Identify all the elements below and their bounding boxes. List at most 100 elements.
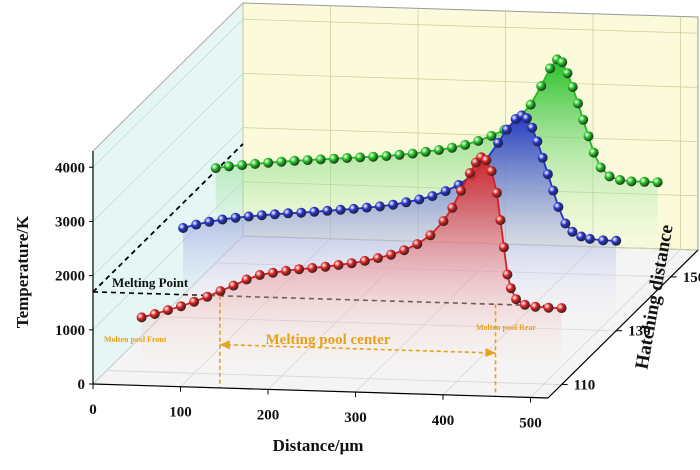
data-point	[525, 99, 536, 110]
data-point	[230, 212, 241, 223]
data-point	[460, 139, 471, 150]
data-point	[407, 148, 418, 159]
data-point	[511, 294, 522, 305]
data-point	[401, 197, 412, 208]
data-point	[361, 202, 372, 213]
x-tick-label: 500	[519, 415, 542, 431]
x-axis-title: Distance/μm	[273, 436, 364, 455]
grid-line	[242, 73, 699, 88]
grid-line	[242, 18, 699, 34]
grid-line	[242, 127, 699, 143]
data-point	[333, 260, 344, 270]
data-point	[532, 136, 543, 147]
data-point	[427, 191, 438, 202]
data-point	[412, 239, 423, 250]
data-point	[394, 149, 405, 160]
data-point	[228, 280, 239, 291]
data-point	[307, 263, 318, 273]
data-point	[493, 137, 504, 148]
data-point	[296, 207, 307, 218]
data-point	[237, 160, 247, 171]
data-point	[521, 113, 532, 124]
data-point	[263, 157, 274, 168]
data-point	[250, 158, 261, 169]
data-point	[456, 185, 466, 196]
series-110	[136, 152, 567, 385]
data-point	[348, 203, 359, 214]
data-point	[491, 187, 502, 198]
y-axis-title: Temperature/K	[13, 215, 32, 328]
data-point	[486, 166, 497, 177]
data-point	[267, 267, 278, 278]
data-point	[254, 270, 265, 280]
data-point	[560, 218, 571, 229]
x-tick-label: 200	[257, 407, 280, 423]
data-point	[576, 231, 587, 242]
data-point	[473, 135, 484, 146]
data-point	[346, 258, 357, 269]
x-tick-label: 0	[89, 402, 97, 418]
pool-center-arrow	[219, 343, 496, 354]
z-tick-label: 110	[574, 378, 596, 394]
data-point	[567, 226, 578, 237]
data-point	[176, 301, 186, 312]
data-point	[578, 114, 589, 125]
data-point	[567, 82, 578, 92]
data-point	[519, 299, 530, 310]
data-point	[505, 283, 516, 294]
data-point	[136, 312, 147, 323]
molten-pool-rear-label: Molten pool Rear	[476, 323, 536, 332]
data-point	[202, 291, 213, 302]
data-point	[223, 161, 234, 172]
data-point	[335, 204, 346, 215]
data-point	[498, 242, 509, 253]
arrowhead-left	[219, 340, 230, 350]
data-point	[557, 57, 568, 68]
data-point	[611, 235, 622, 246]
data-point	[626, 176, 637, 187]
data-point	[527, 122, 538, 133]
data-point	[542, 169, 553, 180]
data-point	[281, 265, 291, 276]
melting-point-label: Melting Point	[112, 275, 189, 290]
data-point	[486, 130, 497, 141]
data-point	[381, 151, 392, 161]
data-point	[309, 206, 320, 217]
data-point	[269, 209, 280, 220]
data-point	[562, 68, 573, 79]
data-point	[425, 230, 436, 241]
data-point	[386, 249, 396, 260]
data-point	[598, 235, 609, 246]
data-point	[652, 177, 663, 188]
data-point	[189, 296, 200, 307]
y-tick-label: 2000	[55, 269, 85, 285]
y-tick-label: 1000	[55, 323, 85, 339]
data-point	[320, 261, 331, 272]
data-point	[215, 286, 226, 297]
data-point	[604, 171, 615, 182]
grid-line	[92, 18, 244, 168]
data-point	[595, 162, 606, 173]
data-point	[283, 208, 294, 219]
series-layer	[136, 54, 663, 397]
data-point	[495, 215, 506, 226]
data-point	[440, 186, 451, 197]
x-tick-label: 300	[344, 410, 367, 426]
melting-pool-center-label: Melting pool center	[266, 332, 391, 348]
data-point	[217, 214, 228, 225]
x-tick-label: 100	[169, 405, 192, 421]
molten-pool-front-label: Molten pool Front	[104, 335, 167, 344]
data-point	[372, 253, 383, 264]
grid-line	[92, 73, 244, 222]
data-point	[276, 156, 287, 167]
data-point	[399, 245, 410, 256]
data-point	[328, 153, 339, 164]
data-point	[355, 152, 366, 163]
data-point	[191, 219, 202, 230]
y-tick-label: 0	[78, 377, 86, 393]
data-point	[583, 131, 594, 142]
data-point	[342, 153, 352, 163]
z-axis-line	[547, 249, 699, 399]
data-point	[584, 233, 595, 244]
data-point	[149, 309, 160, 319]
